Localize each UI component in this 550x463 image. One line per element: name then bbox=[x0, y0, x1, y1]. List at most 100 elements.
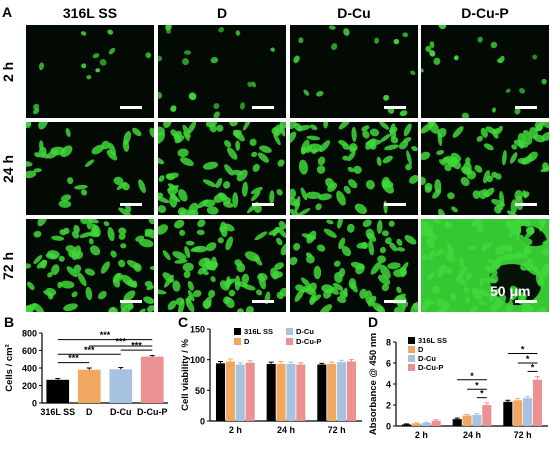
cell bbox=[120, 243, 127, 249]
significance-label: *** bbox=[100, 330, 111, 340]
cell bbox=[174, 135, 185, 144]
cell bbox=[228, 289, 236, 297]
cell bbox=[224, 278, 236, 286]
significance-label: * bbox=[531, 362, 535, 372]
cell bbox=[210, 56, 219, 64]
cell bbox=[88, 232, 100, 238]
cell bbox=[98, 291, 107, 300]
cell bbox=[520, 262, 529, 271]
bar bbox=[513, 400, 523, 426]
scale-bar bbox=[120, 300, 142, 303]
cell bbox=[379, 133, 391, 143]
cell bbox=[145, 52, 152, 59]
cell bbox=[110, 250, 117, 258]
cell bbox=[491, 259, 501, 270]
cell bbox=[183, 270, 191, 279]
cell bbox=[158, 289, 167, 295]
cell bbox=[251, 151, 258, 158]
cell bbox=[26, 122, 32, 129]
panel-a-letter: A bbox=[2, 4, 13, 20]
x-tick-label: 316L SS bbox=[40, 407, 75, 417]
bar bbox=[276, 363, 286, 421]
cell bbox=[483, 143, 494, 151]
cell bbox=[297, 208, 311, 215]
cell bbox=[51, 264, 60, 275]
cell bbox=[118, 227, 127, 235]
cell bbox=[379, 122, 390, 130]
cell bbox=[158, 224, 168, 235]
cell bbox=[121, 274, 135, 287]
cell bbox=[290, 209, 300, 215]
cell bbox=[369, 142, 377, 150]
scale-bar bbox=[515, 106, 537, 109]
cell bbox=[325, 177, 335, 189]
cell bbox=[477, 36, 483, 43]
cell bbox=[257, 152, 269, 163]
cell bbox=[362, 219, 372, 228]
cell bbox=[447, 157, 458, 166]
scale-bar bbox=[252, 300, 274, 303]
cell bbox=[333, 260, 341, 267]
cell bbox=[403, 137, 412, 143]
cell bbox=[383, 94, 390, 101]
cell bbox=[433, 219, 441, 225]
scale-bar-label: 50 μm bbox=[490, 283, 531, 299]
cell bbox=[379, 246, 386, 254]
cell bbox=[180, 157, 194, 167]
cell bbox=[306, 143, 323, 153]
cell bbox=[348, 145, 357, 153]
cell bbox=[66, 266, 78, 278]
scale-bar bbox=[252, 203, 274, 206]
cell bbox=[337, 219, 343, 229]
cell bbox=[250, 186, 263, 195]
cell bbox=[300, 146, 308, 154]
x-tick-label: 2 h bbox=[229, 425, 242, 435]
cell bbox=[146, 285, 154, 291]
cell bbox=[224, 297, 235, 309]
cell bbox=[428, 250, 435, 260]
cell bbox=[163, 122, 172, 129]
cell bbox=[316, 165, 326, 174]
cell bbox=[323, 228, 337, 238]
cell bbox=[494, 205, 502, 214]
cell bbox=[227, 147, 238, 160]
cell bbox=[33, 107, 40, 115]
cell bbox=[84, 268, 96, 276]
bar bbox=[245, 362, 255, 421]
cell bbox=[223, 181, 231, 189]
cell bbox=[326, 219, 334, 225]
cell bbox=[481, 242, 487, 252]
cell bbox=[107, 29, 114, 35]
y-axis-label: Absorbance @ 450 nm bbox=[368, 333, 379, 435]
cell bbox=[396, 247, 406, 252]
cell bbox=[527, 264, 540, 276]
y-tick-label: 2 bbox=[386, 401, 391, 411]
bar bbox=[421, 422, 431, 426]
cell bbox=[208, 289, 216, 298]
significance-label: * bbox=[526, 354, 530, 364]
y-axis-label: Cell viability / % bbox=[180, 339, 191, 411]
cell bbox=[77, 272, 87, 287]
cell bbox=[505, 300, 514, 312]
cell bbox=[188, 92, 197, 101]
bar bbox=[317, 364, 327, 421]
cell bbox=[174, 219, 185, 229]
cell bbox=[486, 175, 494, 183]
x-tick-label: 72 h bbox=[328, 425, 346, 435]
cell bbox=[506, 210, 518, 215]
legend-label: D-Cu-P bbox=[296, 337, 321, 346]
y-tick-label: 0 bbox=[32, 399, 37, 409]
cell bbox=[217, 237, 224, 244]
cell bbox=[158, 157, 165, 165]
cell bbox=[273, 124, 283, 137]
cell bbox=[270, 267, 279, 280]
cell bbox=[40, 259, 47, 269]
bar bbox=[327, 363, 337, 421]
cell bbox=[276, 189, 283, 196]
panel-c-letter: C bbox=[178, 314, 189, 330]
cell bbox=[162, 250, 171, 261]
cell bbox=[310, 124, 318, 131]
cell bbox=[301, 277, 311, 288]
cell bbox=[294, 196, 301, 212]
cell bbox=[202, 179, 217, 188]
